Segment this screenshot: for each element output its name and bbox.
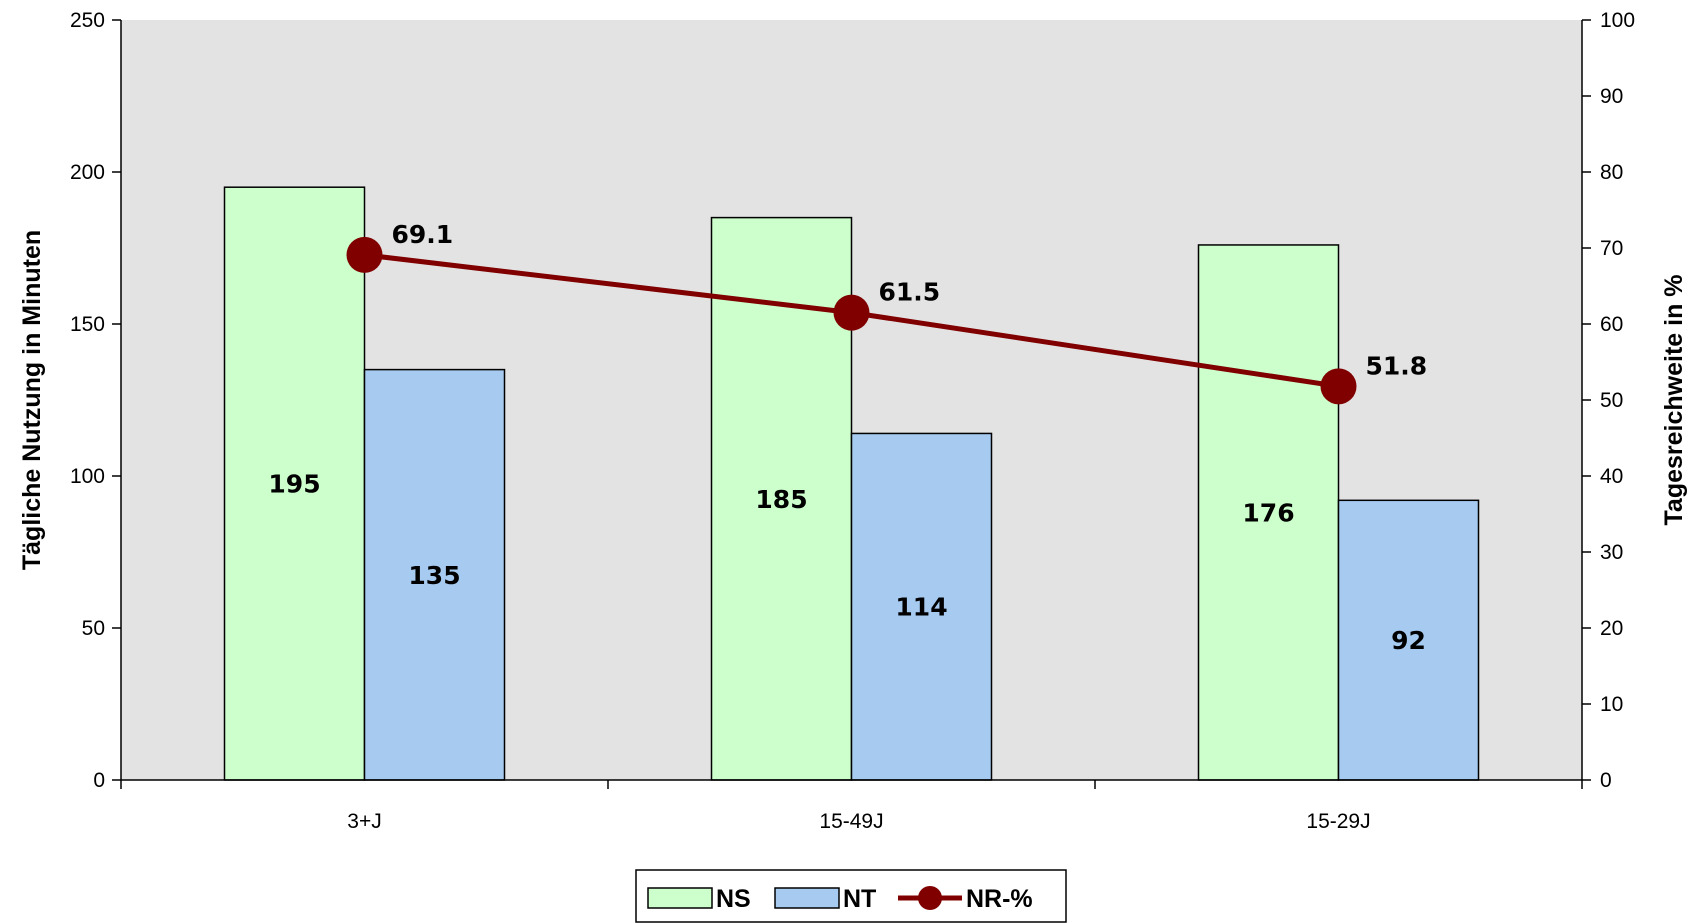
data-label-nt-2: 92 — [1391, 626, 1426, 655]
legend-swatch-ns — [647, 887, 713, 909]
data-label-ns-0: 195 — [268, 470, 320, 499]
y-axis-title: Tägliche Nutzung in Minuten — [18, 230, 46, 570]
y2-tick-label: 20 — [1600, 617, 1623, 640]
legend: NS NT NR-% — [635, 869, 1067, 923]
y2-tick-label: 50 — [1600, 389, 1623, 412]
data-label-nr-0: 69.1 — [392, 220, 454, 249]
y2-tick-label: 90 — [1600, 85, 1623, 108]
line-layer — [346, 236, 1357, 405]
y2-tick-label: 10 — [1600, 693, 1623, 716]
y2-tick-label: 60 — [1600, 313, 1623, 336]
legend-label-ns: NS — [716, 885, 751, 913]
y2-tick-label: 70 — [1600, 237, 1623, 260]
y2-tick-label: 80 — [1600, 161, 1623, 184]
y-tick-label: 0 — [93, 769, 105, 792]
y2-tick-label: 40 — [1600, 465, 1623, 488]
x-tick-label: 15-29J — [1306, 810, 1370, 833]
y-tick-label: 100 — [70, 465, 105, 488]
data-label-nr-2: 51.8 — [1366, 351, 1428, 380]
y2-tick-label: 30 — [1600, 541, 1623, 564]
bar-nt-0 — [363, 368, 506, 781]
legend-label-nt: NT — [843, 885, 876, 913]
legend-label-nr: NR-% — [966, 885, 1033, 913]
y-tick-label: 50 — [82, 617, 105, 640]
y-tick-label: 200 — [70, 161, 105, 184]
y2-tick-label: 100 — [1600, 9, 1635, 32]
data-label-ns-2: 176 — [1242, 498, 1294, 527]
bar-nt-1 — [850, 432, 993, 781]
y-tick-label: 250 — [70, 9, 105, 32]
line-point-nr-1 — [833, 294, 870, 331]
line-point-nr-0 — [346, 236, 383, 273]
y2-tick-label: 0 — [1600, 769, 1612, 792]
bar-ns-0 — [223, 186, 366, 781]
data-label-nt-0: 135 — [408, 561, 460, 590]
data-label-ns-1: 185 — [755, 485, 807, 514]
y-tick-label: 150 — [70, 313, 105, 336]
labels-layer: 195 135 185 114 176 92 69.1 61.5 51.8 — [268, 220, 1427, 655]
data-label-nt-1: 114 — [895, 593, 947, 622]
x-tick-label: 3+J — [347, 810, 381, 833]
line-point-nr-2 — [1320, 368, 1357, 405]
x-tick-label: 15-49J — [819, 810, 883, 833]
y2-axis-title: Tagesreichweite in % — [1660, 274, 1688, 525]
data-label-nr-1: 61.5 — [879, 278, 941, 307]
legend-swatch-nt — [774, 887, 840, 909]
axes-layer: 0 50 100 150 200 250 0 10 20 30 40 50 60 70 80 90 100 3+J… — [70, 9, 1635, 833]
legend-marker-nr — [918, 886, 942, 910]
